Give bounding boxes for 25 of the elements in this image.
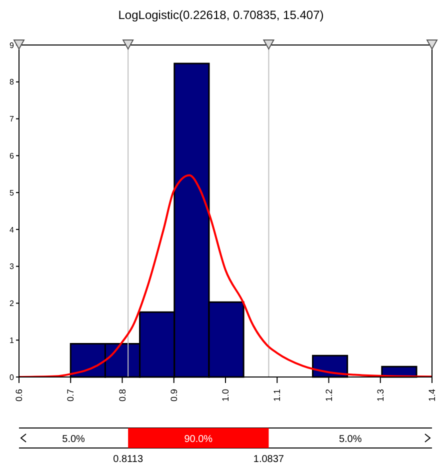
y-tick-label: 7 <box>10 114 15 124</box>
x-tick-label: 1.0 <box>220 389 230 402</box>
x-tick-label: 0.7 <box>66 389 76 402</box>
text: 1.0837 <box>253 454 284 465</box>
text: 0.8113 <box>113 454 144 465</box>
chart-title: LogLogistic(0.22618, 0.70835, 15.407) <box>117 8 325 22</box>
y-tick-label: 0 <box>10 372 15 382</box>
x-tick-label: 1.4 <box>427 389 437 402</box>
x-tick-label: 1.1 <box>272 389 282 402</box>
x-tick-label: 0.8 <box>117 389 128 402</box>
x-tick-label: 0.9 <box>168 389 179 402</box>
x-tick-label: 1.2 <box>324 389 334 402</box>
text: 90.0% <box>184 434 213 445</box>
y-tick-label: 5 <box>10 188 15 198</box>
y-tick-label: 2 <box>10 299 15 308</box>
x-tick-label: 0.6 <box>14 389 24 402</box>
x-tick-label: 1.3 <box>375 389 386 402</box>
y-tick-label: 9 <box>10 40 15 50</box>
y-tick-label: 4 <box>10 225 15 234</box>
text: 5.0% <box>338 434 362 445</box>
y-tick-label: 6 <box>10 152 15 161</box>
text: 5.0% <box>62 434 86 445</box>
y-tick-label: 1 <box>10 336 15 345</box>
y-tick-label: 3 <box>10 262 15 272</box>
y-tick-label: 8 <box>10 78 15 87</box>
